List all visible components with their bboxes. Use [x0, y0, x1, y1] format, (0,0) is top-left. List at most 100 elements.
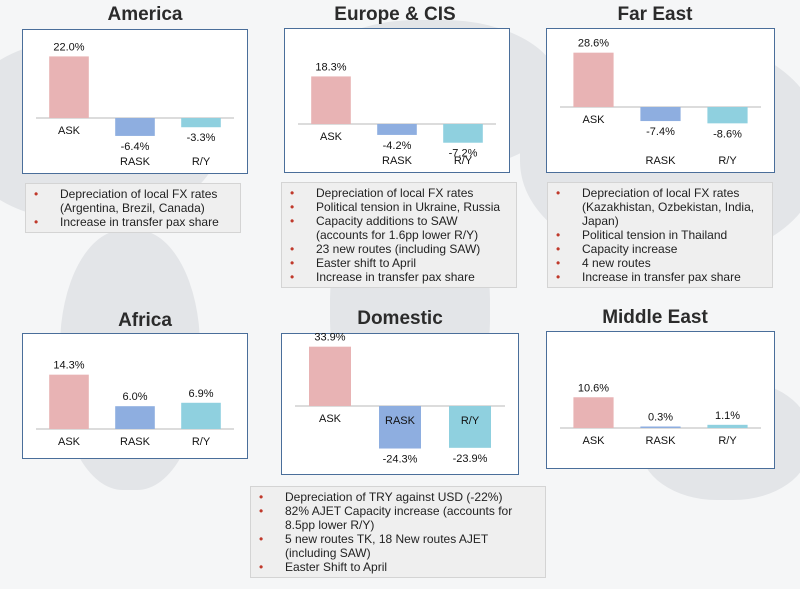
- notes-domestic: • Depreciation of TRY against USD (-22%) •…: [250, 486, 546, 578]
- bullet-icon: •: [556, 242, 561, 256]
- value-label-ask: 10.6%: [578, 382, 609, 394]
- chart-title-europe-cis: Europe & CIS: [334, 4, 456, 25]
- category-label-ry: R/Y: [718, 155, 737, 167]
- note-item: • Increase in transfer pax share: [34, 215, 219, 229]
- category-label-ry: R/Y: [192, 436, 211, 448]
- bar-chart: 14.3% ASK 6.0% RASK 6.9% R/Y: [36, 360, 234, 448]
- category-label-ry: R/Y: [718, 435, 737, 447]
- chart-title-far-east: Far East: [617, 4, 693, 25]
- bar-chart: 18.3% ASK -4.2% RASK -7.2%R/Y: [298, 61, 496, 167]
- bar-rask: [377, 124, 417, 135]
- bullet-icon: •: [556, 256, 561, 270]
- bar-rask: [640, 107, 681, 122]
- chart-panel-europe-cis: 18.3% ASK -4.2% RASK -7.2% R/Y: [284, 28, 510, 173]
- bar-ask: [311, 76, 351, 124]
- category-label-rask: RASK: [120, 436, 151, 448]
- bullet-icon: •: [556, 228, 561, 242]
- bar-ry: [707, 424, 748, 428]
- bullet-icon: •: [290, 186, 295, 200]
- chart-panel-africa: 14.3% ASK 6.0% RASK 6.9% R/Y: [22, 333, 248, 459]
- bar-ask: [49, 56, 89, 118]
- value-label-ry: -7.2%: [449, 148, 478, 160]
- note-item: • Increase in transfer pax share: [290, 270, 475, 284]
- note-item: • 23 new routes (including SAW): [290, 242, 481, 256]
- bar-ry: [443, 124, 483, 143]
- note-item: • Political tension in Thailand: [556, 228, 728, 242]
- note-item: • Political tension in Ukraine, Russia: [290, 200, 501, 214]
- bar-ask: [309, 346, 351, 406]
- note-item: • Depreciation of local FX rates: [290, 186, 474, 200]
- bar-ask: [573, 52, 614, 107]
- category-label-rask: RASK: [120, 156, 151, 168]
- chart-title-africa: Africa: [118, 310, 172, 331]
- value-label-rask: -4.2%: [383, 140, 412, 152]
- chart-panel-middle-east: 10.6% ASK 0.3% RASK 1.1% R/Y: [546, 331, 775, 469]
- value-label-rask: 6.0%: [122, 391, 147, 403]
- chart-panel-america: 22.0% ASK -6.4% RASK -3.3% R/Y: [22, 29, 248, 174]
- category-label-rask: RASK: [646, 155, 677, 167]
- category-label-ask: ASK: [58, 125, 81, 137]
- value-label-ry: -3.3%: [187, 132, 216, 144]
- category-label-ask: ASK: [582, 435, 605, 447]
- bullet-icon: •: [290, 214, 295, 228]
- category-label-ask: ASK: [319, 413, 342, 425]
- value-label-ry: 6.9%: [188, 388, 213, 400]
- category-label-ry: R/Y: [454, 155, 473, 167]
- category-label-ask: ASK: [58, 436, 81, 448]
- bullet-icon: •: [290, 256, 295, 270]
- note-item: • 82% AJET Capacity increase (accounts fo…: [259, 504, 513, 532]
- note-item: • 5 new routes TK, 18 New routes AJET (in…: [259, 532, 488, 560]
- bar-rask: [379, 406, 421, 449]
- bar-rask: [115, 406, 155, 429]
- bullet-icon: •: [259, 560, 264, 574]
- bullet-icon: •: [290, 270, 295, 284]
- category-label-rask: RASK: [385, 415, 416, 427]
- chart-panel-domestic: 33.9% ASK -24.3% RASK -23.9% R/Y: [281, 332, 519, 475]
- chart-title-middle-east: Middle East: [602, 307, 708, 328]
- note-item: • Increase in transfer pax share: [556, 270, 741, 284]
- bullet-icon: •: [556, 186, 561, 200]
- value-label-rask: -6.4%: [121, 141, 150, 153]
- bar-chart: 28.6% ASK -7.4% RASK -8.6% R/Y: [560, 38, 761, 167]
- value-label-ry: -8.6%: [713, 128, 742, 140]
- value-label-ask: 22.0%: [53, 41, 84, 53]
- bullet-icon: •: [34, 215, 39, 229]
- bar-ask: [49, 374, 89, 429]
- bar-chart: 33.9% ASK -24.3% RASK -23.9% R/Y: [295, 332, 505, 466]
- value-label-ask: 18.3%: [315, 61, 346, 73]
- value-label-ask: 28.6%: [578, 38, 609, 50]
- note-item: • Depreciation of local FX rates (Kazakhi…: [556, 186, 755, 228]
- bar-ry: [181, 402, 221, 429]
- category-label-rask: RASK: [646, 435, 677, 447]
- note-item: • Easter shift to April: [290, 256, 417, 270]
- bullet-icon: •: [290, 200, 295, 214]
- bar-ry: [449, 406, 491, 448]
- bar-chart: 10.6% ASK 0.3% RASK 1.1% R/Y: [560, 382, 761, 447]
- note-item: • 4 new routes: [556, 256, 651, 270]
- value-label-ask: 14.3%: [53, 360, 84, 372]
- notes-europe-cis: • Depreciation of local FX rates • Politica…: [281, 182, 517, 288]
- bar-rask: [640, 426, 681, 428]
- chart-title-america: America: [107, 4, 183, 25]
- bullet-icon: •: [290, 242, 295, 256]
- value-label-ry: 1.1%: [715, 410, 740, 422]
- note-item: • Capacity increase: [556, 242, 678, 256]
- chart-panel-far-east: 28.6% ASK -7.4% RASK -8.6% R/Y: [546, 28, 775, 173]
- bar-ry: [707, 107, 748, 124]
- bar-rask: [115, 118, 155, 136]
- category-label-ask: ASK: [582, 114, 605, 126]
- category-label-rask: RASK: [382, 155, 413, 167]
- value-label-rask: -24.3%: [383, 454, 418, 466]
- notes-america: • Depreciation of local FX rates (Argenti…: [25, 183, 241, 233]
- bar-chart: 22.0% ASK -6.4% RASK -3.3% R/Y: [36, 41, 234, 168]
- value-label-rask: -7.4%: [646, 126, 675, 138]
- category-label-ry: R/Y: [192, 156, 211, 168]
- value-label-rask: 0.3%: [648, 412, 673, 424]
- category-label-ask: ASK: [320, 131, 343, 143]
- bar-ry: [181, 118, 221, 128]
- bullet-icon: •: [259, 504, 264, 518]
- bullet-icon: •: [34, 187, 39, 201]
- note-item: • Depreciation of local FX rates (Argenti…: [34, 187, 218, 215]
- bullet-icon: •: [259, 532, 264, 546]
- value-label-ask: 33.9%: [314, 332, 345, 344]
